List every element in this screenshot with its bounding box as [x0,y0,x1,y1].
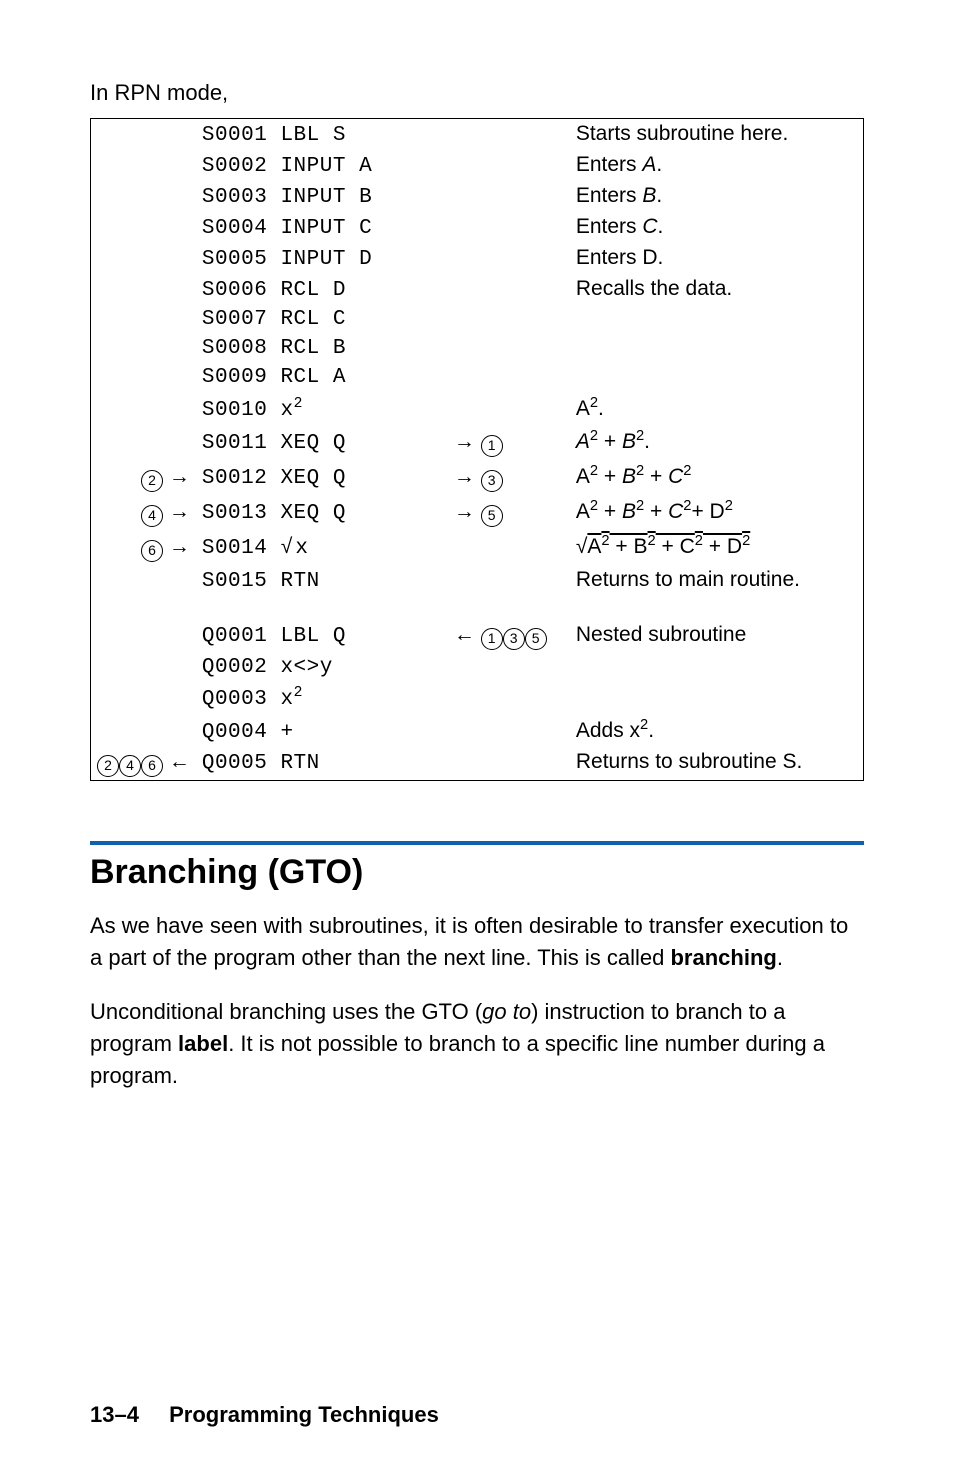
row-left-arrows [91,212,196,243]
row-left-arrows [91,425,196,460]
row-code: S0005 INPUT D [196,243,448,274]
row-mid-arrows: → 5 [448,495,570,530]
section-rule [90,841,864,845]
row-description: Returns to main routine. [570,565,864,596]
intro-text: In RPN mode, [90,80,864,106]
row-description: Recalls the data. [570,274,864,305]
row-description [570,305,864,334]
row-mid-arrows [448,714,570,747]
page-footer: 13–4 Programming Techniques [90,1402,439,1428]
row-mid-arrows: → 1 [448,425,570,460]
row-code: Q0002 x<>y [196,653,448,682]
row-left-arrows: 2 → [91,460,196,495]
row-description: A2. [570,392,864,425]
row-description: Enters C. [570,212,864,243]
row-left-arrows: 246 ← [91,747,196,781]
row-mid-arrows [448,243,570,274]
row-description [570,334,864,363]
row-code: S0002 INPUT A [196,150,448,181]
row-mid-arrows [448,274,570,305]
row-mid-arrows: → 3 [448,460,570,495]
para-2: Unconditional branching uses the GTO (go… [90,996,864,1092]
row-description: Enters B. [570,181,864,212]
row-mid-arrows [448,119,570,151]
row-mid-arrows [448,653,570,682]
row-left-arrows [91,565,196,596]
row-description: A2 + B2 + C2+ D2 [570,495,864,530]
row-left-arrows [91,334,196,363]
row-mid-arrows [448,212,570,243]
row-left-arrows [91,620,196,653]
row-description: A2 + B2 + C2 [570,460,864,495]
row-mid-arrows [448,392,570,425]
row-left-arrows [91,653,196,682]
row-left-arrows [91,119,196,151]
row-code: S0008 RCL B [196,334,448,363]
row-mid-arrows [448,747,570,781]
row-left-arrows [91,305,196,334]
row-code: S0012 XEQ Q [196,460,448,495]
row-left-arrows [91,682,196,714]
para-1: As we have seen with subroutines, it is … [90,910,864,974]
row-code: S0014 √ x [196,530,448,565]
footer-chapter-title: Programming Techniques [169,1402,439,1427]
row-code: S0006 RCL D [196,274,448,305]
row-description [570,653,864,682]
row-description: Starts subroutine here. [570,119,864,151]
row-mid-arrows [448,150,570,181]
row-description: Adds x2. [570,714,864,747]
row-code: Q0001 LBL Q [196,620,448,653]
row-mid-arrows [448,334,570,363]
row-mid-arrows [448,565,570,596]
row-code: Q0005 RTN [196,747,448,781]
row-description [570,682,864,714]
row-left-arrows: 4 → [91,495,196,530]
row-code: S0004 INPUT C [196,212,448,243]
row-description [570,363,864,392]
row-mid-arrows [448,181,570,212]
row-mid-arrows [448,363,570,392]
row-code: S0015 RTN [196,565,448,596]
row-left-arrows [91,150,196,181]
row-left-arrows [91,274,196,305]
row-code: S0009 RCL A [196,363,448,392]
row-code: S0013 XEQ Q [196,495,448,530]
row-description: Enters D. [570,243,864,274]
row-description: Returns to subroutine S. [570,747,864,781]
row-code: Q0004 + [196,714,448,747]
footer-page-number: 13–4 [90,1402,139,1427]
row-code: S0003 INPUT B [196,181,448,212]
row-description: Enters A. [570,150,864,181]
row-code: S0010 x2 [196,392,448,425]
row-mid-arrows: ← 135 [448,620,570,653]
row-left-arrows [91,363,196,392]
row-description: √A2 + B2 + C2 + D2 [570,530,864,565]
code-listing-table: S0001 LBL S Starts subroutine here. S0002 … [90,118,864,781]
row-mid-arrows [448,530,570,565]
row-left-arrows [91,392,196,425]
row-code: Q0003 x2 [196,682,448,714]
section-heading: Branching (GTO) [90,853,864,892]
row-code: S0007 RCL C [196,305,448,334]
row-mid-arrows [448,305,570,334]
row-code: S0011 XEQ Q [196,425,448,460]
row-left-arrows [91,714,196,747]
row-left-arrows: 6 → [91,530,196,565]
row-left-arrows [91,181,196,212]
row-mid-arrows [448,682,570,714]
row-description: A2 + B2. [570,425,864,460]
row-code: S0001 LBL S [196,119,448,151]
row-description: Nested subroutine [570,620,864,653]
row-left-arrows [91,243,196,274]
